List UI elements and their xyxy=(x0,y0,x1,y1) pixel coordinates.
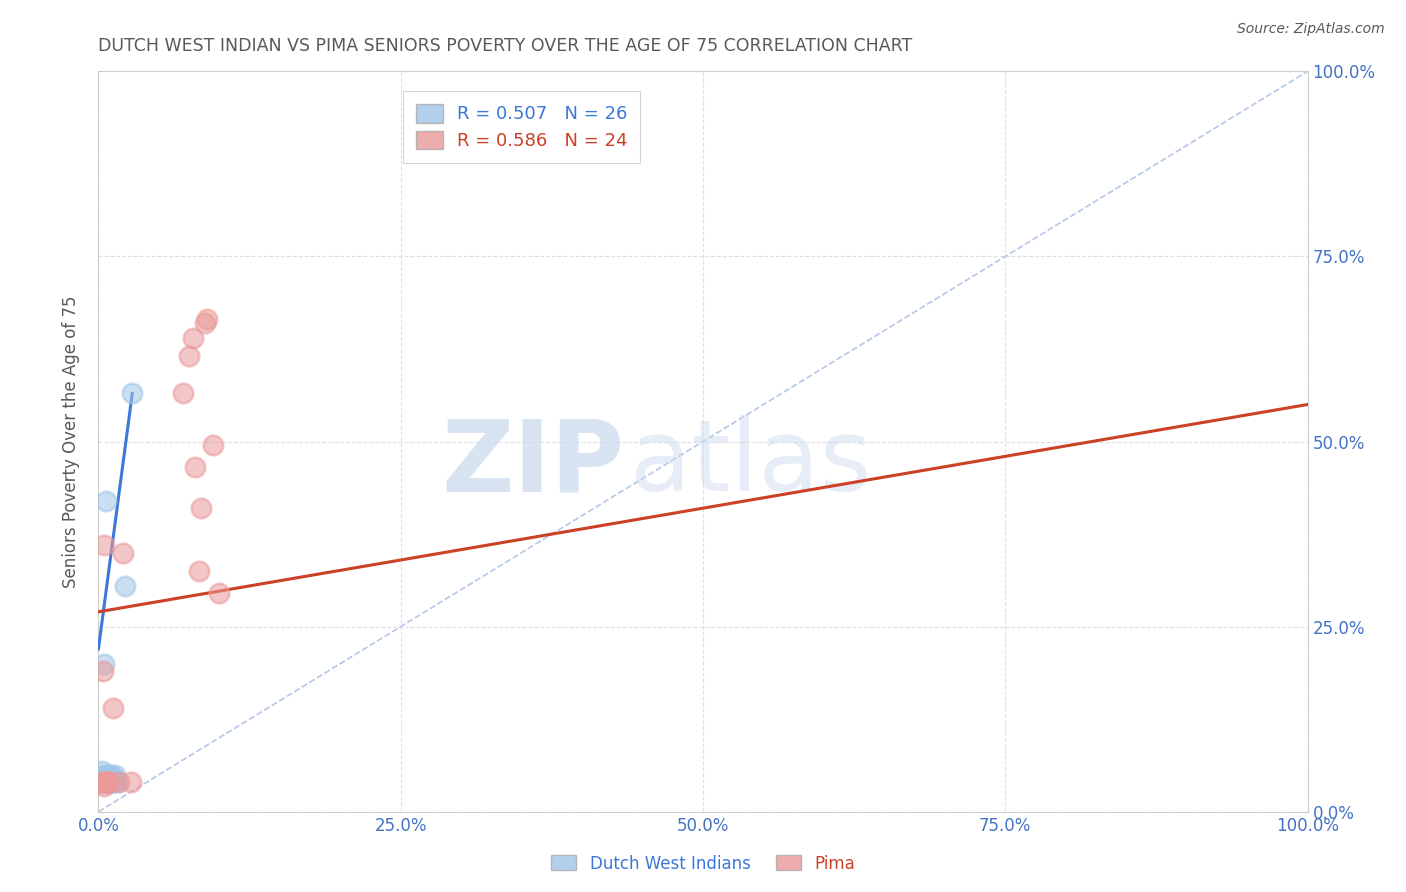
Point xyxy=(202,438,225,452)
Point xyxy=(195,312,218,326)
Point xyxy=(100,775,122,789)
Point xyxy=(98,775,121,789)
Point xyxy=(120,775,142,789)
Point xyxy=(93,775,115,789)
Point xyxy=(208,586,231,600)
Text: atlas: atlas xyxy=(630,416,872,512)
Text: ZIP: ZIP xyxy=(441,416,624,512)
Point xyxy=(98,775,121,789)
Point xyxy=(194,316,217,330)
Point xyxy=(101,772,124,786)
Point xyxy=(114,579,136,593)
Point xyxy=(172,386,194,401)
Point xyxy=(97,775,120,789)
Point xyxy=(100,767,122,781)
Point xyxy=(93,772,115,786)
Text: DUTCH WEST INDIAN VS PIMA SENIORS POVERTY OVER THE AGE OF 75 CORRELATION CHART: DUTCH WEST INDIAN VS PIMA SENIORS POVERT… xyxy=(98,37,912,54)
Point xyxy=(96,775,118,789)
Point xyxy=(91,775,114,789)
Text: Source: ZipAtlas.com: Source: ZipAtlas.com xyxy=(1237,22,1385,37)
Point xyxy=(94,493,117,508)
Point xyxy=(121,386,143,401)
Legend: Dutch West Indians, Pima: Dutch West Indians, Pima xyxy=(544,848,862,880)
Point xyxy=(91,775,114,789)
Point xyxy=(96,775,118,789)
Point xyxy=(187,564,209,578)
Point xyxy=(103,775,125,789)
Point xyxy=(94,775,117,789)
Point xyxy=(184,460,207,475)
Point xyxy=(93,538,115,552)
Point xyxy=(181,331,204,345)
Point xyxy=(97,767,120,781)
Point xyxy=(179,350,201,364)
Point xyxy=(94,772,117,786)
Point xyxy=(98,767,121,781)
Point xyxy=(91,775,114,789)
Point xyxy=(97,775,120,789)
Y-axis label: Seniors Poverty Over the Age of 75: Seniors Poverty Over the Age of 75 xyxy=(62,295,80,588)
Point xyxy=(101,775,124,789)
Point xyxy=(93,775,115,789)
Point xyxy=(94,775,117,789)
Point xyxy=(93,779,115,793)
Point xyxy=(93,657,115,671)
Legend: R = 0.507   N = 26, R = 0.586   N = 24: R = 0.507 N = 26, R = 0.586 N = 24 xyxy=(404,92,640,162)
Point xyxy=(104,767,127,781)
Point xyxy=(190,501,212,516)
Point xyxy=(91,767,114,781)
Point xyxy=(96,772,118,786)
Point xyxy=(101,701,124,715)
Point xyxy=(111,546,134,560)
Point xyxy=(108,775,131,789)
Point xyxy=(105,775,128,789)
Point xyxy=(91,664,114,678)
Point xyxy=(100,775,122,789)
Point xyxy=(91,764,114,778)
Point xyxy=(91,775,114,789)
